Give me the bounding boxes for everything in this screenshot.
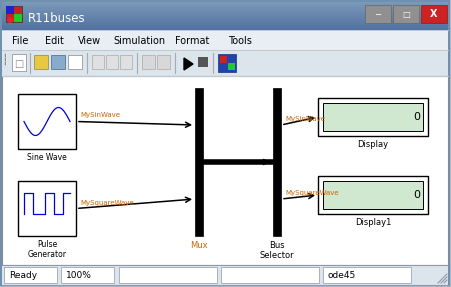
Bar <box>2 25 448 26</box>
Bar <box>221 267 319 283</box>
Bar <box>393 5 419 23</box>
Bar <box>2 22 448 23</box>
Text: MySinWave: MySinWave <box>285 116 325 122</box>
Bar <box>2 265 448 285</box>
Bar <box>365 5 391 23</box>
Text: File: File <box>12 36 28 46</box>
Bar <box>120 55 132 69</box>
Bar <box>318 176 428 214</box>
Bar <box>2 13 448 14</box>
Bar <box>2 8 448 9</box>
Bar <box>2 50 448 76</box>
Bar <box>323 181 423 209</box>
Bar <box>18 181 76 236</box>
Bar <box>106 55 118 69</box>
Circle shape <box>7 17 13 23</box>
Bar <box>2 18 448 19</box>
Bar <box>119 267 217 283</box>
Bar <box>198 57 208 67</box>
Text: ─: ─ <box>376 9 381 18</box>
Bar <box>218 54 236 72</box>
Bar <box>220 56 227 63</box>
Text: Selector: Selector <box>260 251 295 260</box>
Bar <box>51 55 65 69</box>
Bar <box>2 16 448 17</box>
Bar <box>273 88 281 236</box>
Bar <box>323 267 411 283</box>
Text: 100%: 100% <box>66 272 92 280</box>
Text: 0: 0 <box>413 190 420 200</box>
Text: ode45: ode45 <box>328 272 356 280</box>
Bar <box>61 267 114 283</box>
Text: MySquareWave: MySquareWave <box>285 190 339 196</box>
Bar <box>92 55 104 69</box>
Bar <box>2 6 448 7</box>
Text: Bus: Bus <box>269 241 285 250</box>
Text: Pulse: Pulse <box>37 240 57 249</box>
Text: Display: Display <box>358 140 389 149</box>
Text: Display1: Display1 <box>355 218 391 227</box>
Bar <box>2 24 448 25</box>
Text: MySinWave: MySinWave <box>80 113 120 119</box>
Bar <box>2 14 448 15</box>
Bar <box>6 6 22 22</box>
Bar <box>2 17 448 18</box>
Text: R11buses: R11buses <box>28 13 86 26</box>
Bar <box>2 19 448 20</box>
Bar <box>421 5 447 23</box>
Bar <box>34 55 48 69</box>
Text: X: X <box>430 9 438 19</box>
Text: □: □ <box>14 59 23 69</box>
Bar <box>2 5 448 6</box>
Bar <box>2 10 448 11</box>
Bar <box>2 15 448 16</box>
Bar <box>323 103 423 131</box>
Bar <box>142 55 155 69</box>
Bar <box>2 11 448 12</box>
Bar <box>68 55 82 69</box>
Text: 0: 0 <box>413 112 420 122</box>
Bar <box>4 267 57 283</box>
Bar <box>2 3 448 4</box>
Text: MySquareWave: MySquareWave <box>80 199 133 205</box>
Bar <box>2 23 448 24</box>
Bar <box>6 6 14 14</box>
Bar <box>2 2 448 3</box>
Bar <box>157 55 170 69</box>
Bar <box>2 26 448 27</box>
Bar <box>18 94 76 149</box>
Text: Format: Format <box>175 36 209 46</box>
Bar <box>2 21 448 22</box>
Bar <box>228 63 235 70</box>
Bar <box>2 7 448 8</box>
Bar <box>195 88 203 236</box>
Bar <box>2 27 448 28</box>
Bar <box>2 76 448 265</box>
Text: View: View <box>78 36 101 46</box>
Text: Tools: Tools <box>228 36 252 46</box>
Polygon shape <box>184 58 193 70</box>
Bar <box>318 98 428 136</box>
Bar <box>2 28 448 29</box>
Bar <box>2 20 448 21</box>
Bar <box>2 9 448 10</box>
Text: Ready: Ready <box>9 272 37 280</box>
Text: Generator: Generator <box>28 250 66 259</box>
Text: Simulation: Simulation <box>113 36 165 46</box>
Text: Mux: Mux <box>190 241 208 250</box>
Text: □: □ <box>402 9 410 18</box>
Bar <box>2 4 448 5</box>
Text: Edit: Edit <box>45 36 64 46</box>
Bar <box>2 30 448 50</box>
Bar <box>12 54 26 71</box>
Bar <box>2 12 448 13</box>
Bar <box>2 29 448 30</box>
Text: Sine Wave: Sine Wave <box>27 153 67 162</box>
Bar <box>14 14 22 22</box>
